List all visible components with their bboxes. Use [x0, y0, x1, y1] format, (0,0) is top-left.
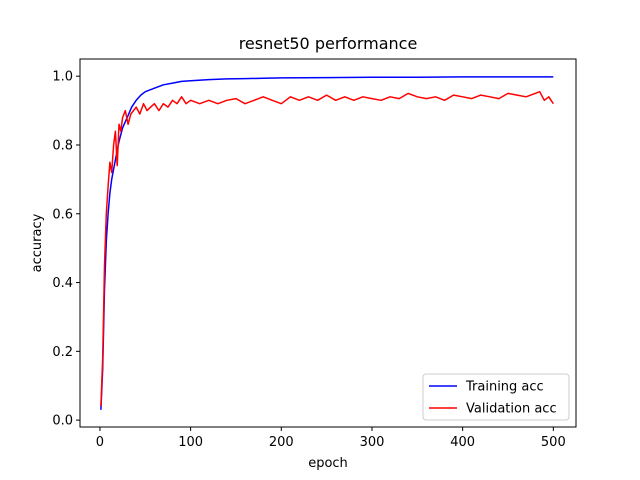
chart-title: resnet50 performance	[239, 34, 418, 53]
y-tick-label: 1.0	[52, 70, 73, 85]
y-tick-label: 0.8	[52, 138, 73, 153]
legend-label: Training acc	[465, 380, 544, 395]
y-tick-label: 0.2	[52, 345, 73, 360]
y-tick-label: 0.6	[52, 207, 73, 222]
series-layer	[100, 76, 554, 410]
x-tick-label: 500	[541, 435, 566, 450]
plot-area	[79, 58, 577, 428]
legend-box	[422, 373, 570, 421]
y-axis-ticks: 0.0 0.2 0.4 0.6 0.8 1.0	[52, 70, 80, 429]
series-line-training-acc	[100, 76, 554, 410]
legend: Training acc Validation acc	[422, 373, 570, 421]
plot-frame	[79, 58, 577, 428]
x-axis-ticks: 0 100 200 300 400 500	[96, 427, 566, 450]
y-tick-label: 0.4	[52, 276, 73, 291]
x-tick-label: 200	[269, 435, 294, 450]
x-axis-label: epoch	[308, 456, 348, 471]
series-line-validation-acc	[100, 90, 554, 407]
x-tick-label: 100	[178, 435, 203, 450]
legend-label: Validation acc	[466, 402, 557, 417]
x-tick-label: 300	[360, 435, 385, 450]
y-tick-label: 0.0	[52, 414, 73, 429]
y-axis-label: accuracy	[30, 213, 45, 272]
x-tick-label: 400	[450, 435, 475, 450]
x-tick-label: 0	[96, 435, 104, 450]
